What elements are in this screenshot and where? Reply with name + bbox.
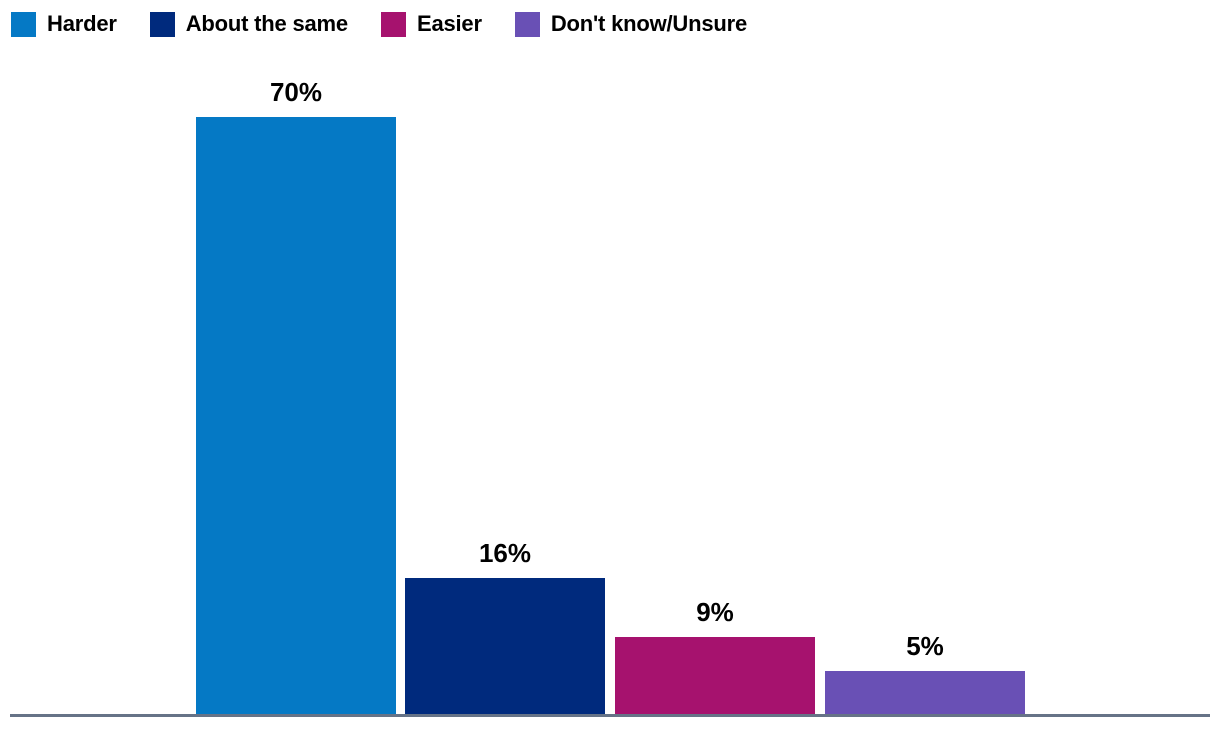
- x-axis-line: [10, 714, 1210, 717]
- legend-item-about-the-same: About the same: [149, 11, 348, 37]
- bar-group-about-the-same: 16%: [405, 518, 605, 714]
- legend-swatch-harder: [11, 11, 36, 37]
- legend-label-don-t-know-unsure: Don't know/Unsure: [550, 11, 747, 36]
- bar-about-the-same: [405, 578, 605, 714]
- legend-item-easier: Easier: [380, 11, 482, 37]
- bar-group-harder: 70%: [196, 57, 396, 714]
- legend-label-about-the-same: About the same: [185, 11, 348, 36]
- legend-swatch-don-t-know-unsure: [514, 11, 540, 37]
- bar-value-label-harder: 70%: [269, 77, 323, 107]
- legend-item-harder: Harder: [11, 11, 117, 37]
- bar-easier: [615, 637, 815, 714]
- bar-value-label-easier: 9%: [696, 597, 734, 627]
- bar-don-t-know-unsure: [825, 671, 1025, 714]
- bar-group-easier: 9%: [615, 577, 815, 714]
- legend-label-harder: Harder: [47, 11, 117, 36]
- legend-label-easier: Easier: [416, 11, 482, 36]
- bar-harder: [196, 117, 396, 714]
- legend-swatch-about-the-same: [149, 11, 175, 37]
- chart-legend: Harder About the same Easier Don't know/Uns…: [11, 11, 747, 37]
- bar-value-label-don-t-know-unsure: 5%: [906, 631, 944, 661]
- bar-value-label-about-the-same: 16%: [478, 538, 532, 568]
- legend-swatch-easier: [380, 11, 406, 37]
- bar-group-don-t-know-unsure: 5%: [825, 611, 1025, 714]
- legend-item-don-t-know-unsure: Don't know/Unsure: [514, 11, 747, 37]
